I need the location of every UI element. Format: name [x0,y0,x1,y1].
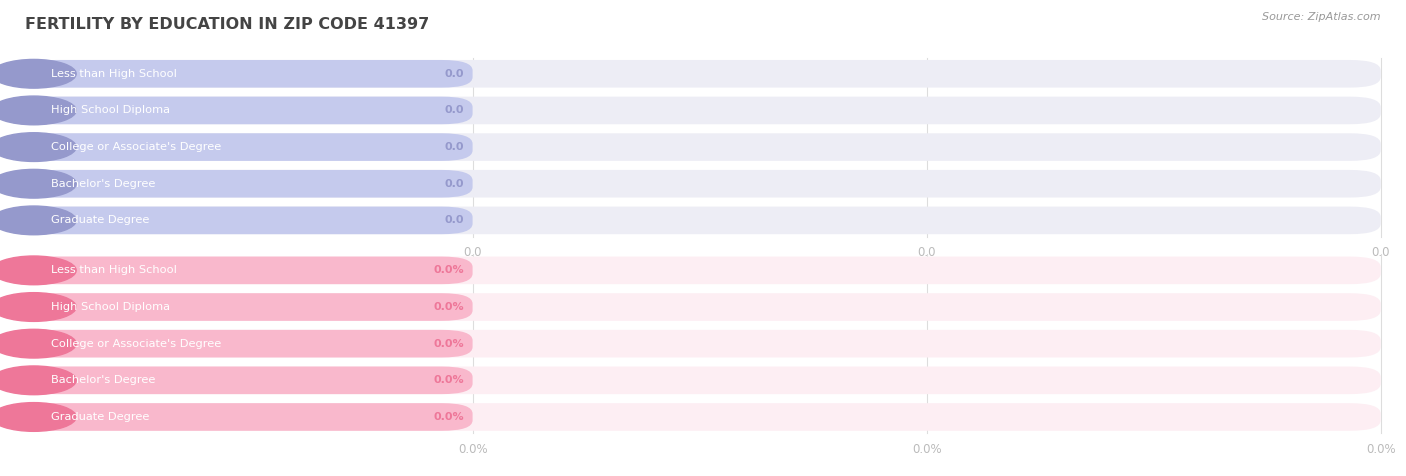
Text: Less than High School: Less than High School [51,69,177,79]
FancyBboxPatch shape [25,293,472,321]
Text: Graduate Degree: Graduate Degree [51,412,149,422]
Circle shape [0,256,76,285]
FancyBboxPatch shape [25,170,472,198]
Text: 0.0%: 0.0% [433,302,464,312]
FancyBboxPatch shape [25,60,472,88]
Text: Less than High School: Less than High School [51,265,177,276]
Circle shape [0,293,76,321]
Text: College or Associate's Degree: College or Associate's Degree [51,338,221,349]
FancyBboxPatch shape [25,403,1381,431]
FancyBboxPatch shape [25,257,1381,284]
Text: 0.0: 0.0 [444,105,464,116]
Circle shape [0,366,76,395]
Text: 0.0%: 0.0% [1365,443,1396,456]
Text: Graduate Degree: Graduate Degree [51,215,149,226]
FancyBboxPatch shape [25,97,472,124]
Text: 0.0: 0.0 [464,246,482,259]
Text: 0.0: 0.0 [444,69,464,79]
Circle shape [0,403,76,431]
Text: Bachelor's Degree: Bachelor's Degree [51,375,155,386]
Circle shape [0,96,76,125]
Text: Source: ZipAtlas.com: Source: ZipAtlas.com [1263,12,1381,22]
FancyBboxPatch shape [25,257,472,284]
Text: High School Diploma: High School Diploma [51,105,170,116]
Text: 0.0%: 0.0% [433,265,464,276]
Text: 0.0: 0.0 [444,178,464,189]
Circle shape [0,206,76,235]
Text: College or Associate's Degree: College or Associate's Degree [51,142,221,152]
Text: 0.0%: 0.0% [458,443,488,456]
Text: 0.0%: 0.0% [433,375,464,386]
FancyBboxPatch shape [25,207,472,234]
Text: 0.0: 0.0 [917,246,936,259]
FancyBboxPatch shape [25,403,472,431]
FancyBboxPatch shape [25,330,1381,357]
Circle shape [0,169,76,198]
Text: 0.0%: 0.0% [912,443,942,456]
Text: 0.0: 0.0 [444,215,464,226]
Text: Bachelor's Degree: Bachelor's Degree [51,178,155,189]
FancyBboxPatch shape [25,97,1381,124]
Text: 0.0: 0.0 [444,142,464,152]
FancyBboxPatch shape [25,60,1381,88]
Text: 0.0%: 0.0% [433,412,464,422]
FancyBboxPatch shape [25,133,1381,161]
Circle shape [0,60,76,88]
FancyBboxPatch shape [25,207,1381,234]
Text: FERTILITY BY EDUCATION IN ZIP CODE 41397: FERTILITY BY EDUCATION IN ZIP CODE 41397 [25,17,430,32]
FancyBboxPatch shape [25,293,1381,321]
Text: High School Diploma: High School Diploma [51,302,170,312]
Circle shape [0,329,76,358]
Text: 0.0%: 0.0% [433,338,464,349]
FancyBboxPatch shape [25,170,1381,198]
FancyBboxPatch shape [25,330,472,357]
Text: 0.0: 0.0 [1371,246,1391,259]
Circle shape [0,133,76,161]
FancyBboxPatch shape [25,133,472,161]
FancyBboxPatch shape [25,367,1381,394]
FancyBboxPatch shape [25,367,472,394]
